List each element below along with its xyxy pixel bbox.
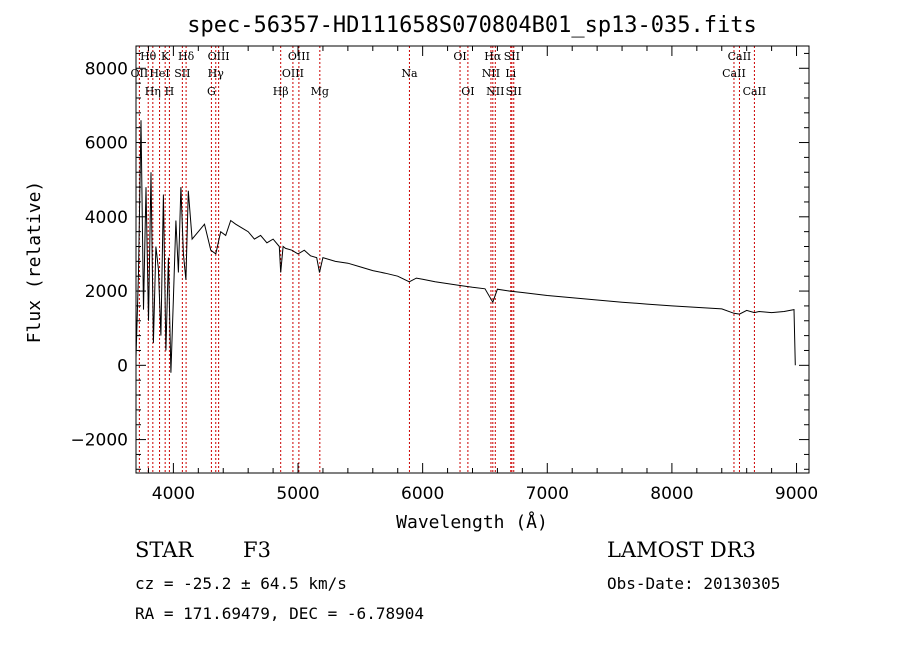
spectral-line-label: G (207, 85, 216, 98)
spectral-line-label: OI (453, 50, 466, 63)
y-tick-label: 6000 (85, 134, 128, 154)
spectral-line-label: Hα (484, 50, 502, 63)
x-tick-label: 9000 (775, 484, 818, 504)
spectral-line-label: OIII (282, 67, 304, 80)
y-tick-label: 4000 (85, 208, 128, 228)
spectral-line-label: CaII (722, 67, 746, 80)
y-tick-label: 2000 (85, 282, 128, 302)
spectral-line-label: Hη (145, 85, 161, 98)
spectral-line-label: CaII (728, 50, 752, 63)
spectral-line-label: K (161, 50, 170, 63)
x-tick-label: 4000 (152, 484, 195, 504)
x-tick-label: 7000 (526, 484, 569, 504)
spectral-line-label: SII (174, 67, 190, 80)
spectral-line-label: NII (482, 67, 500, 80)
spectral-line-label: Hθ (140, 50, 157, 63)
spectral-line-label: CaII (743, 85, 767, 98)
spectral-line-label: OII (131, 67, 149, 80)
plot-frame (135, 45, 810, 474)
spectral-line-label: HeI (149, 67, 169, 80)
redshift-cz: cz = -25.2 ± 64.5 km/s (135, 574, 347, 593)
spectral-line-label: Na (401, 67, 418, 80)
observation-date: Obs-Date: 20130305 (607, 574, 781, 593)
spectrum-chart: spec-56357-HD111658S070804B01_sp13-035.f… (24, 13, 818, 533)
spectral-line-label: H (165, 85, 175, 98)
spectral-line-label: Li (505, 67, 516, 80)
spectral-line-label: Hγ (208, 67, 225, 80)
y-tick-label: −2000 (70, 431, 128, 451)
spectral-line-labels: OII Hθ Hη HeI K H SII Hδ G Hγ OIII Hβ OIII OIII Mg Na OI… (131, 50, 767, 98)
spectral-line-label: OIII (288, 50, 310, 63)
spectral-line-label: NII (486, 85, 504, 98)
y-tick-label: 8000 (85, 59, 128, 79)
coordinates: RA = 171.69479, DEC = -6.78904 (135, 604, 424, 623)
chart-title: spec-56357-HD111658S070804B01_sp13-035.f… (187, 13, 757, 38)
spectral-line-label: Mg (311, 85, 329, 98)
x-axis-label: Wavelength (Å) (396, 511, 548, 533)
spectral-line-label: OI (461, 85, 474, 98)
x-tick-label: 6000 (401, 484, 444, 504)
x-tick-label: 8000 (650, 484, 693, 504)
spectral-line-label: SII (504, 50, 520, 63)
spectrum-series-line (135, 120, 796, 373)
object-subclass: F3 (243, 538, 271, 562)
axis-ticks: 4000 5000 6000 7000 8000 9000 −2000 0 2000 4000 60… (70, 46, 818, 504)
spectral-line-label: OIII (208, 50, 230, 63)
y-axis-label: Flux (relative) (24, 181, 45, 344)
x-tick-label: 5000 (276, 484, 319, 504)
survey-name: LAMOST DR3 (607, 538, 756, 562)
y-tick-label: 0 (117, 356, 128, 376)
spectral-line-label: Hδ (178, 50, 195, 63)
spectral-line-label: SII (506, 85, 522, 98)
spectral-line-markers (138, 46, 755, 473)
object-class: STAR (135, 538, 194, 562)
spectral-line-label: Hβ (273, 85, 289, 98)
